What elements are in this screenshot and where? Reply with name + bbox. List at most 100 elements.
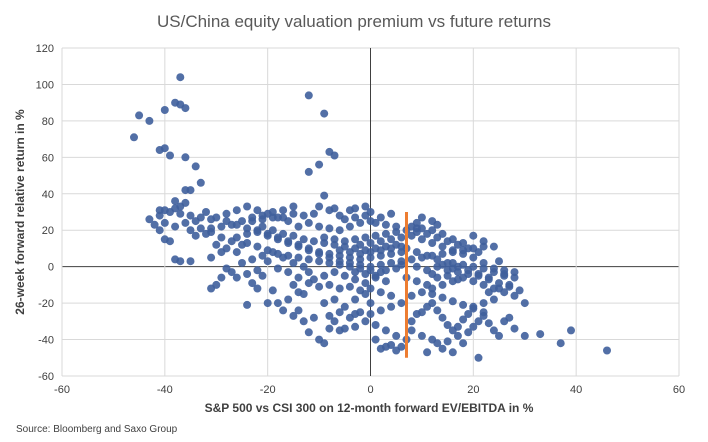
- data-point: [479, 280, 488, 289]
- data-point: [428, 251, 437, 260]
- data-point: [304, 255, 313, 264]
- data-point: [166, 208, 174, 216]
- data-point: [232, 206, 241, 215]
- data-point: [335, 284, 344, 293]
- source-note: Source: Bloomberg and Saxo Group: [16, 424, 178, 435]
- data-point: [217, 222, 226, 231]
- y-tick-label: 40: [42, 189, 54, 201]
- y-tick-label: -40: [38, 335, 54, 347]
- data-point: [263, 231, 272, 240]
- data-point: [243, 202, 252, 211]
- data-point: [474, 271, 483, 280]
- data-point: [171, 197, 180, 206]
- data-point: [443, 266, 452, 275]
- data-point: [299, 262, 308, 271]
- data-point: [320, 191, 329, 200]
- data-point: [500, 288, 509, 297]
- data-point: [371, 218, 380, 227]
- data-point: [268, 286, 277, 295]
- data-point: [510, 273, 519, 282]
- data-point: [464, 270, 473, 278]
- data-point: [361, 270, 370, 278]
- data-point: [443, 271, 452, 280]
- data-point: [304, 246, 313, 255]
- data-point: [273, 264, 282, 273]
- data-point: [417, 288, 426, 297]
- data-point: [263, 246, 272, 255]
- data-point: [253, 284, 262, 293]
- data-point: [387, 249, 396, 258]
- data-point: [417, 253, 426, 262]
- data-point: [489, 242, 498, 251]
- data-point: [330, 204, 339, 213]
- data-point: [479, 299, 488, 308]
- data-point: [207, 253, 216, 262]
- data-point: [459, 239, 468, 247]
- data-point: [217, 233, 226, 242]
- data-point: [376, 260, 385, 269]
- data-point: [299, 211, 308, 220]
- data-point: [171, 222, 180, 231]
- data-point: [315, 222, 324, 231]
- data-point: [510, 324, 519, 333]
- data-point: [428, 226, 437, 235]
- data-point: [387, 291, 396, 300]
- data-point: [356, 218, 365, 227]
- data-point: [366, 299, 375, 308]
- data-point: [505, 313, 514, 322]
- y-tick-label: 80: [42, 116, 54, 128]
- data-point: [371, 335, 380, 344]
- data-point: [489, 295, 498, 304]
- data-point: [160, 218, 169, 227]
- data-point: [309, 313, 318, 322]
- data-point: [356, 260, 365, 269]
- data-point: [320, 239, 329, 247]
- data-point: [258, 251, 267, 260]
- data-point: [397, 342, 406, 351]
- data-point: [284, 295, 293, 304]
- data-point: [279, 229, 288, 238]
- data-point: [361, 211, 370, 220]
- data-point: [428, 299, 437, 308]
- data-point: [536, 330, 545, 339]
- data-point: [315, 160, 324, 169]
- data-point: [469, 262, 478, 271]
- data-point: [361, 233, 370, 242]
- data-point: [366, 284, 375, 293]
- data-point: [381, 266, 390, 275]
- data-point: [351, 213, 360, 222]
- data-point: [438, 293, 447, 302]
- data-point: [330, 240, 339, 249]
- data-point: [299, 317, 308, 326]
- data-point: [320, 271, 329, 280]
- data-point: [289, 231, 298, 240]
- data-point: [304, 268, 313, 277]
- data-point: [330, 268, 339, 277]
- data-point: [294, 306, 303, 315]
- data-point: [474, 353, 483, 362]
- data-point: [191, 162, 200, 171]
- data-point: [505, 282, 514, 291]
- data-point: [448, 235, 457, 244]
- data-point: [263, 299, 272, 308]
- data-point: [428, 239, 437, 247]
- data-point: [325, 224, 334, 233]
- data-point: [453, 268, 462, 277]
- data-point: [423, 348, 432, 357]
- data-point: [361, 279, 370, 288]
- data-point: [263, 257, 272, 266]
- data-point: [428, 217, 437, 226]
- data-point: [381, 220, 390, 229]
- data-point: [453, 322, 462, 331]
- data-point: [515, 286, 524, 295]
- data-point: [376, 246, 385, 255]
- data-point: [495, 257, 503, 266]
- data-point: [207, 284, 216, 293]
- data-point: [196, 224, 205, 233]
- data-point: [320, 233, 329, 242]
- data-point: [438, 229, 447, 238]
- data-point: [248, 213, 257, 222]
- data-point: [309, 209, 318, 218]
- data-point: [484, 275, 493, 284]
